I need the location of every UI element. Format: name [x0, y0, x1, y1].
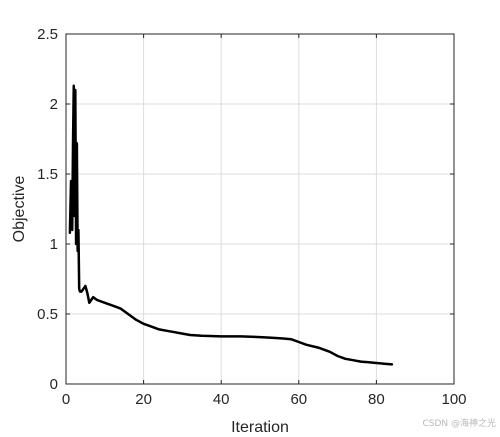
x-tick-label: 80 — [368, 391, 385, 408]
x-tick-label: 20 — [135, 391, 152, 408]
objective-series-line — [68, 84, 394, 366]
y-tick-label: 2 — [50, 96, 58, 113]
axis-ticks: 0 20 40 60 80 100 0 0.5 1 1.5 2 2.5 — [37, 26, 466, 408]
watermark-text: CSDN @海神之光 — [422, 419, 496, 429]
data-series — [68, 84, 394, 366]
y-tick-label: 2.5 — [37, 26, 58, 43]
x-tick-label: 40 — [213, 391, 230, 408]
plot-background — [66, 34, 454, 384]
y-tick-label: 0.5 — [37, 306, 58, 323]
y-tick-label: 1 — [50, 236, 58, 253]
y-axis-label: Objective — [11, 176, 28, 243]
x-tick-label: 100 — [441, 391, 466, 408]
y-tick-label: 0 — [50, 376, 58, 393]
y-tick-label: 1.5 — [37, 166, 58, 183]
x-tick-label: 60 — [290, 391, 307, 408]
plot-frame — [65, 33, 455, 385]
x-axis-label: Iteration — [231, 419, 289, 436]
x-tick-label: 0 — [62, 391, 70, 408]
